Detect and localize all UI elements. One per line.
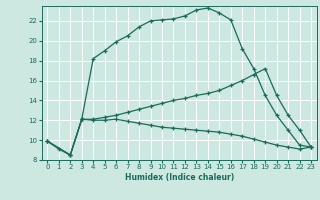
X-axis label: Humidex (Indice chaleur): Humidex (Indice chaleur) bbox=[124, 173, 234, 182]
